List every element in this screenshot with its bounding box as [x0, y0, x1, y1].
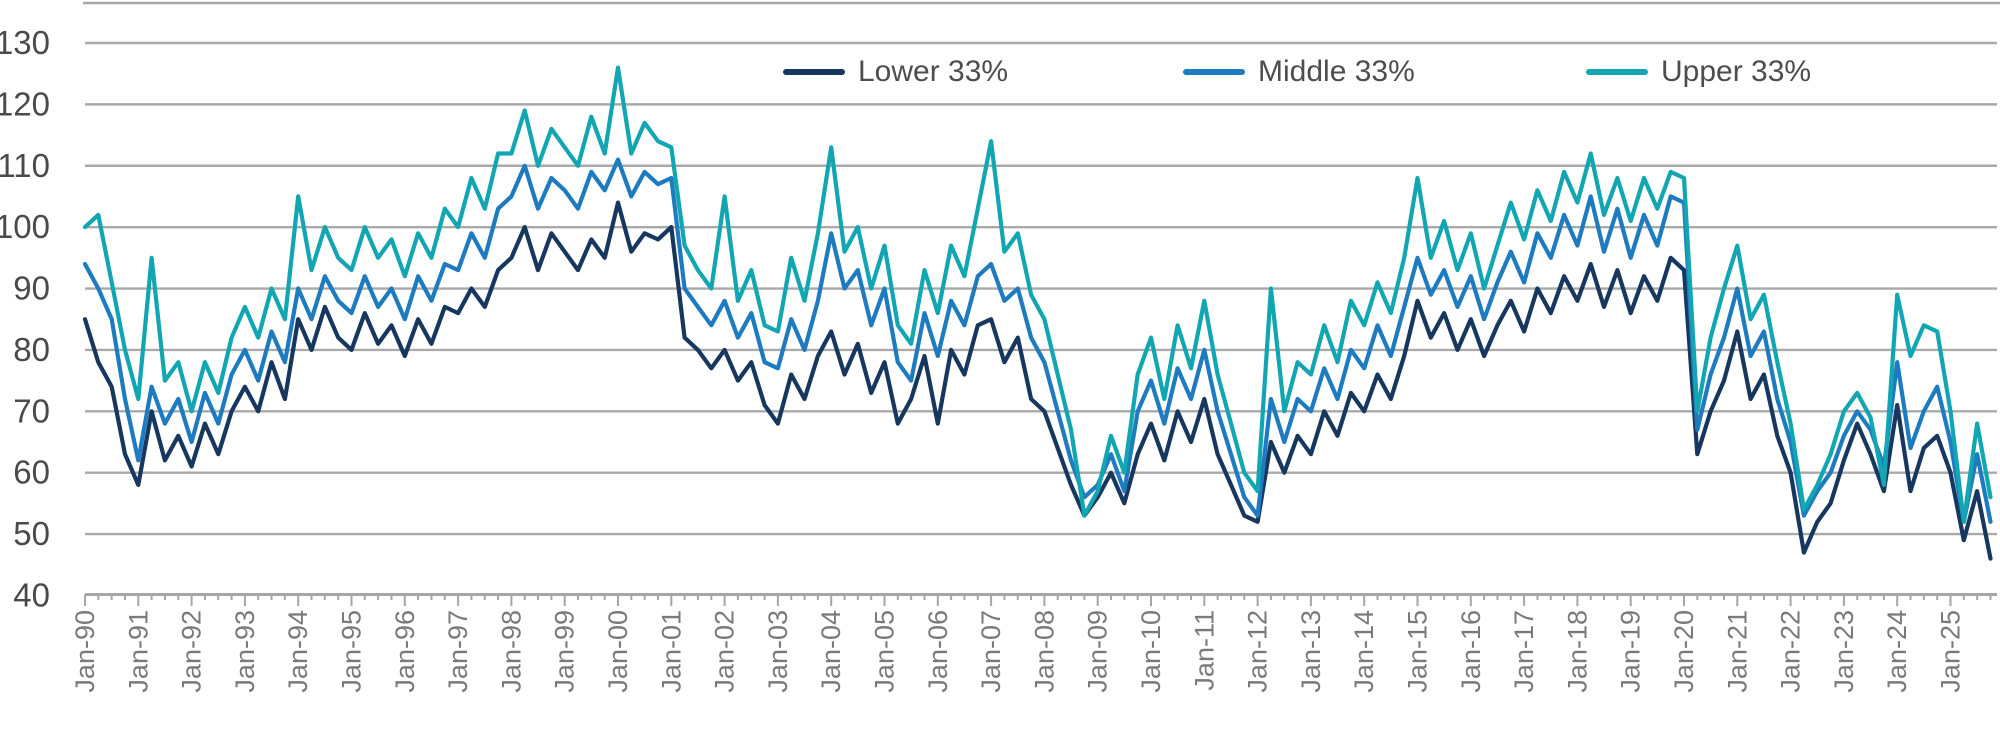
x-tick-label: Jan-19 — [1616, 610, 1646, 693]
y-tick-label: 80 — [13, 331, 50, 368]
series-line-upper-33- — [82, 65, 1993, 524]
x-tick-label: Jan-99 — [550, 610, 580, 693]
x-tick-label: Jan-92 — [177, 610, 207, 693]
x-tick-label: Jan-03 — [763, 610, 793, 693]
x-tick-label: Jan-07 — [976, 610, 1006, 693]
x-tick-label: Jan-21 — [1722, 610, 1752, 693]
x-tick-label: Jan-05 — [870, 610, 900, 693]
x-tick-label: Jan-94 — [283, 610, 313, 693]
x-tick-label: Jan-14 — [1349, 610, 1379, 693]
y-tick-label: 100 — [0, 208, 50, 245]
y-tick-label: 90 — [13, 270, 50, 307]
y-tick-label: 60 — [13, 454, 50, 491]
y-tick-label: 110 — [0, 147, 50, 184]
x-tick-label: Jan-91 — [123, 610, 153, 693]
x-tick-label: Jan-90 — [70, 610, 100, 693]
x-tick-label: Jan-17 — [1509, 610, 1539, 693]
x-tick-label: Jan-11 — [1189, 610, 1219, 691]
x-tick-label: Jan-93 — [230, 610, 260, 693]
x-tick-label: Jan-00 — [603, 610, 633, 693]
x-tick-label: Jan-09 — [1083, 610, 1113, 693]
x-tick-label: Jan-96 — [390, 610, 420, 693]
x-tick-label: Jan-25 — [1936, 610, 1966, 693]
x-tick-label: Jan-16 — [1456, 610, 1486, 693]
x-tick-label: Jan-04 — [816, 610, 846, 693]
x-tick-label: Jan-98 — [496, 610, 526, 693]
series-line-middle-33- — [82, 157, 1993, 524]
x-tick-label: Jan-22 — [1776, 610, 1806, 693]
x-tick-label: Jan-23 — [1829, 610, 1859, 693]
y-tick-label: 130 — [0, 24, 50, 61]
x-tick-label: Jan-95 — [337, 610, 367, 693]
x-tick-label: Jan-01 — [656, 610, 686, 693]
y-tick-label: 40 — [13, 576, 50, 613]
y-tick-label: 70 — [13, 392, 50, 429]
x-tick-label: Jan-10 — [1136, 610, 1166, 693]
x-tick-label: Jan-06 — [923, 610, 953, 693]
x-tick-label: Jan-24 — [1882, 610, 1912, 693]
y-tick-label: 50 — [13, 515, 50, 552]
x-tick-label: Jan-02 — [710, 610, 740, 693]
x-tick-label: Jan-20 — [1669, 610, 1699, 693]
x-tick-label: Jan-13 — [1296, 610, 1326, 693]
x-tick-label: Jan-08 — [1029, 610, 1059, 693]
y-tick-label: 120 — [0, 85, 50, 122]
series-line-lower-33- — [82, 200, 1993, 561]
x-tick-label: Jan-12 — [1243, 610, 1273, 693]
x-tick-label: Jan-97 — [443, 610, 473, 693]
x-tick-label: Jan-18 — [1562, 610, 1592, 693]
x-tick-label: Jan-15 — [1403, 610, 1433, 693]
